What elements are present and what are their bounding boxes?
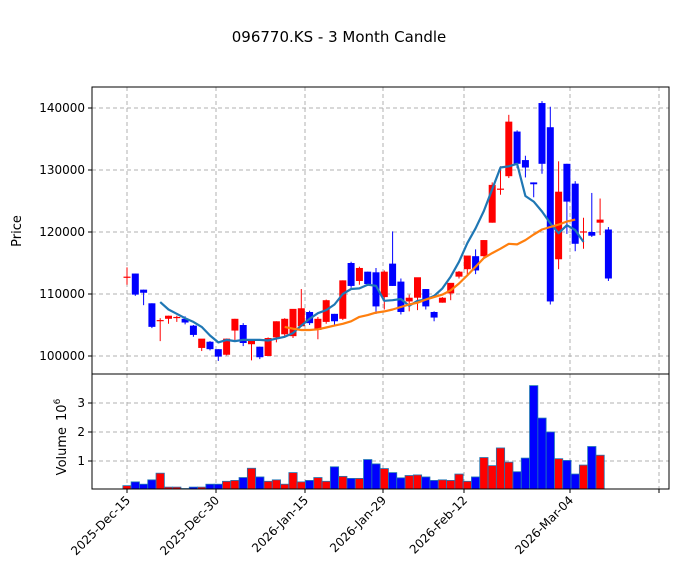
svg-text:2026-Jan-29: 2026-Jan-29 xyxy=(327,493,389,555)
price-candles xyxy=(123,101,612,361)
price-panel-frame xyxy=(91,86,670,375)
x-axis: 2025-Dec-15 2025-Dec-30 2026-Jan-15 2026-Ja… xyxy=(68,489,660,558)
svg-text:130000: 130000 xyxy=(39,163,85,177)
svg-text:2025-Dec-30: 2025-Dec-30 xyxy=(157,493,222,558)
volume-axis-label: Volume 106 xyxy=(53,398,70,475)
price-y-axis: 100000 110000 120000 130000 140000 xyxy=(39,101,92,363)
svg-text:100000: 100000 xyxy=(39,349,85,363)
volume-exponent-base: 10 xyxy=(55,404,70,421)
svg-text:1: 1 xyxy=(77,454,85,468)
volume-label-text: Volume xyxy=(55,427,70,475)
svg-text:2: 2 xyxy=(77,425,85,439)
chart-title: 096770.KS - 3 Month Candle xyxy=(231,28,447,46)
moving-average-lines xyxy=(159,162,585,344)
svg-text:120000: 120000 xyxy=(39,225,85,239)
svg-text:110000: 110000 xyxy=(39,287,85,301)
volume-y-axis: 1 2 3 xyxy=(77,396,92,468)
price-axis-label: Price xyxy=(10,215,25,247)
svg-text:140000: 140000 xyxy=(39,101,85,115)
svg-text:2025-Dec-15: 2025-Dec-15 xyxy=(68,493,133,558)
svg-text:2026-Feb-12: 2026-Feb-12 xyxy=(407,493,470,556)
svg-text:2026-Mar-04: 2026-Mar-04 xyxy=(512,493,576,557)
grid-lines xyxy=(92,87,669,489)
svg-text:2026-Jan-15: 2026-Jan-15 xyxy=(249,493,311,555)
volume-exponent-sup: 6 xyxy=(53,398,63,404)
svg-text:3: 3 xyxy=(77,396,85,410)
volume-bars xyxy=(122,385,605,490)
